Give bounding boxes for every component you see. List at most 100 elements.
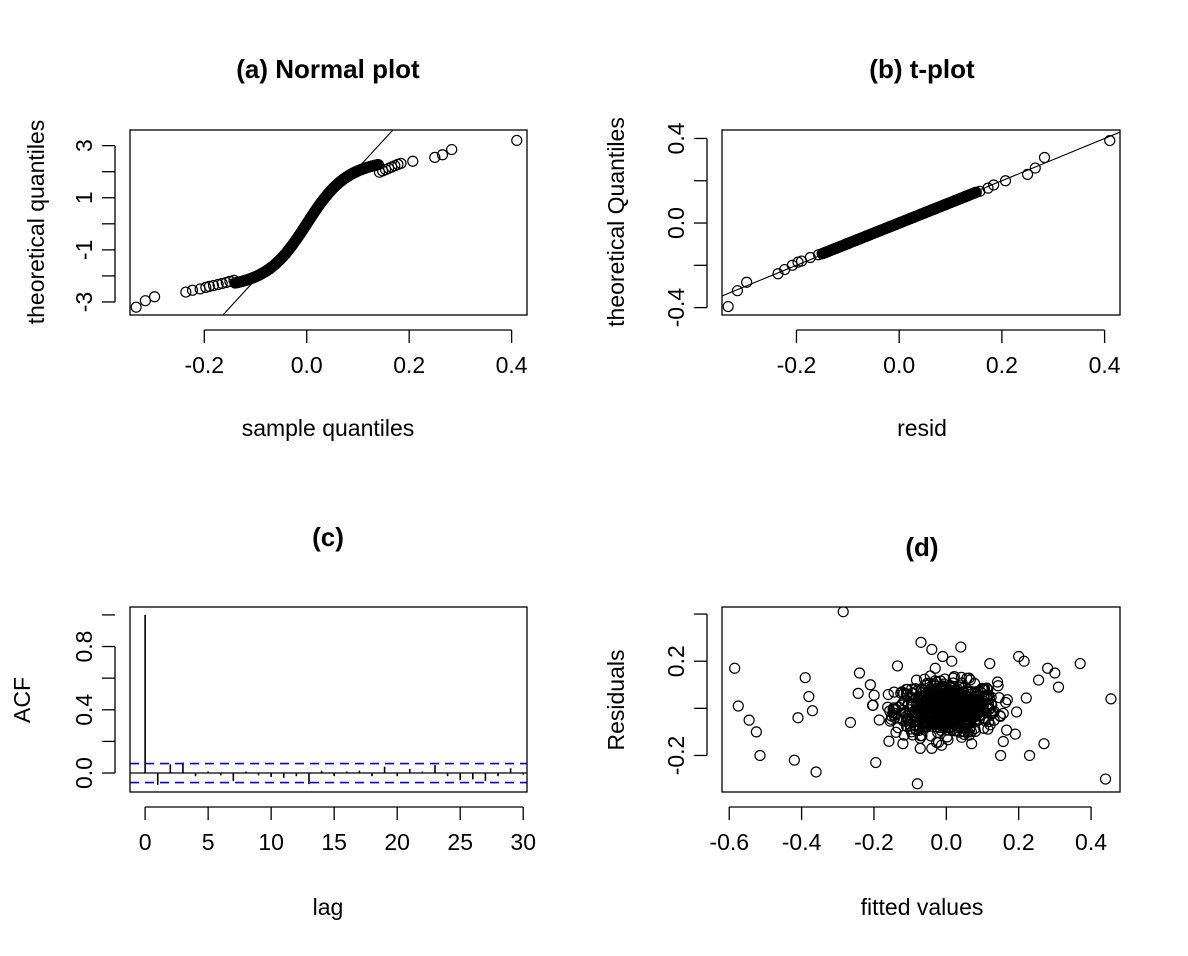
x-tick-label: 30 [510,829,536,855]
data-point [1018,655,1030,667]
data-point [944,699,956,711]
data-point [929,692,941,704]
data-point [810,766,822,778]
data-point [903,718,915,730]
data-point [139,295,151,307]
x-tick-label: 15 [321,829,347,855]
data-point [964,691,977,703]
panel-d-plot-area [729,607,1117,790]
x-tick-label: 0.4 [1089,352,1121,378]
data-point [1011,706,1023,718]
y-tick-label: -0.4 [663,288,689,328]
data-point [804,251,816,264]
y-tick-label: -0.2 [663,736,689,776]
data-point [937,650,949,663]
panel-a-x-axis: -0.2 0.0 0.2 0.4 [184,329,528,378]
y-tick-label: 0.2 [663,645,689,677]
data-point [395,157,407,169]
data-point [1038,151,1051,164]
data-point [958,726,971,738]
x-tick-label: 0.0 [930,829,962,855]
panel-a-title: (a) Normal plot [236,54,420,84]
panel-b-t-plot: (b) t-plot resid theoretical Quantiles -… [603,54,1121,441]
y-tick-label: -3 [71,292,97,312]
data-point [892,701,905,713]
x-tick-label: 0.4 [496,352,528,378]
data-point [978,692,990,704]
data-point [788,754,800,766]
data-point [949,718,961,731]
panel-c-ylabel: ACF [9,677,35,723]
data-point [928,698,940,710]
x-tick-label: 0.0 [883,352,915,378]
data-point [949,691,961,704]
data-point [883,735,895,747]
x-tick-label: 5 [202,829,215,855]
data-point [743,714,755,726]
panel-b-frame [721,129,1121,316]
data-point [1021,168,1034,180]
y-tick-label: 0.0 [71,757,97,789]
data-point [1074,657,1086,670]
x-tick-label: 10 [258,829,284,855]
data-point [732,700,744,712]
data-point [963,696,975,708]
data-point [852,687,864,699]
panel-d-xlabel: fitted values [861,894,984,920]
data-point [1001,694,1013,706]
y-tick-label: 0.8 [71,631,97,663]
panel-a-plot-area [130,130,523,315]
data-point [750,726,762,738]
data-point [799,672,811,684]
data-point [946,655,958,667]
data-point [844,716,857,729]
data-point [906,687,918,700]
panel-a-frame [129,129,528,316]
data-point [1032,674,1045,686]
data-point [941,698,954,710]
x-tick-label: 0.4 [1075,829,1107,855]
data-point [982,182,994,194]
data-point [1104,134,1116,147]
data-point [992,680,1004,692]
data-point [955,641,967,653]
data-point [970,702,983,714]
y-tick-label: 0.0 [663,207,689,239]
data-point [942,734,954,746]
data-point [446,143,458,156]
data-point [910,674,923,686]
data-point [891,660,904,672]
data-point [917,693,929,705]
data-point [947,710,959,722]
data-point [890,726,902,738]
y-tick-label: 0.4 [71,694,97,726]
x-tick-label: 0.2 [1003,829,1035,855]
panel-d-title: (d) [905,532,938,562]
panel-b-title: (b) t-plot [869,54,975,84]
data-point [955,679,967,691]
data-point [886,710,898,722]
data-point [925,730,937,742]
data-point [979,715,991,727]
panel-c-frame [129,606,528,793]
panel-b-ylabel: theoretical Quantiles [603,117,629,327]
data-point [216,277,228,290]
panel-d-frame [721,606,1121,793]
x-tick-label: 25 [447,829,473,855]
data-point [731,285,744,297]
data-point [947,717,959,729]
data-point [873,714,885,726]
data-point [803,690,815,703]
panel-a-xlabel: sample quantiles [242,415,415,441]
data-point [864,679,876,691]
data-point [997,707,1009,720]
data-point [853,667,866,679]
panel-d-ylabel: Residuals [603,650,629,751]
data-point [984,657,996,670]
data-point [900,688,912,701]
data-point [968,677,981,690]
data-point [407,155,419,167]
panel-a-normal-plot: (a) Normal plot sample quantiles theoret… [23,54,528,441]
data-point [926,643,938,656]
data-point [870,756,882,769]
